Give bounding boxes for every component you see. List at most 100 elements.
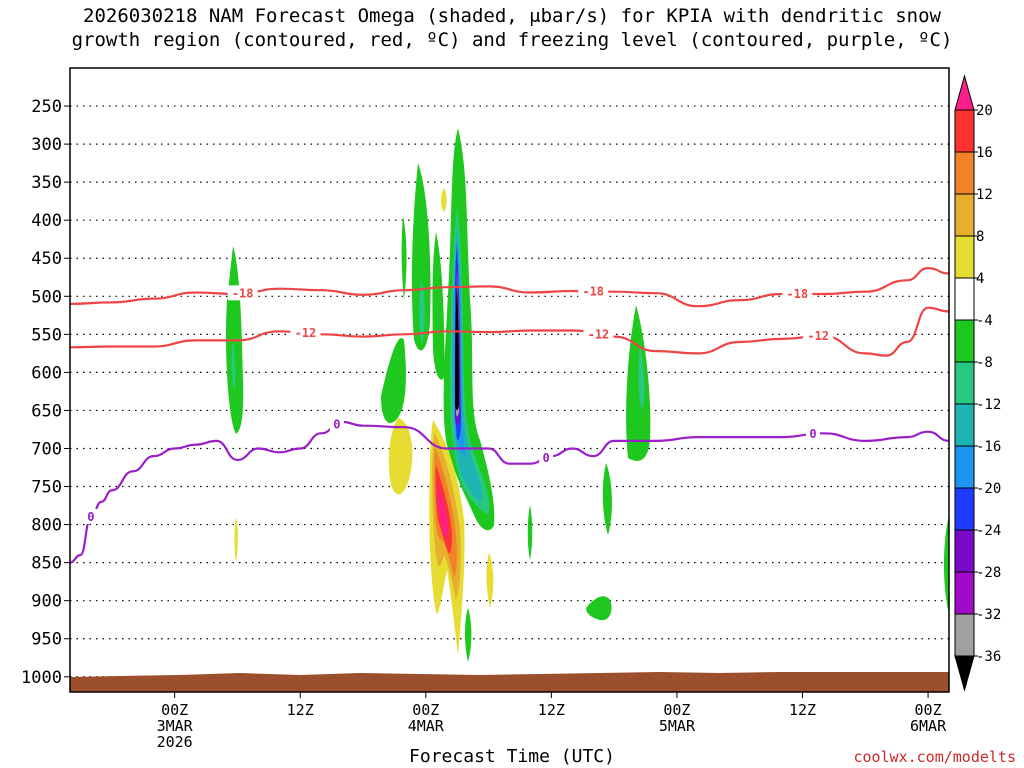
colorbar-segment (954, 613, 975, 657)
plot-border (69, 67, 950, 693)
colorbar-segment (954, 151, 975, 195)
omega-patch (432, 232, 445, 380)
contour-label: -12 (807, 329, 829, 343)
colorbar-segment (954, 319, 975, 363)
contour-label-bg (782, 286, 813, 302)
x-tick-label: 5MAR (659, 717, 696, 735)
omega-patch (638, 345, 645, 410)
colorbar-segment (954, 361, 975, 405)
omega-patch (411, 163, 431, 351)
y-tick-label: 950 (31, 630, 62, 650)
omega-patch (388, 418, 413, 495)
colorbar-segment (954, 529, 975, 573)
contour-label-bg (805, 426, 820, 442)
colorbar-bottom-arrow (954, 655, 975, 692)
contour-label: -18 (582, 284, 604, 298)
y-tick-label: 600 (31, 363, 62, 383)
x-tick-label: 3MAR (157, 717, 194, 735)
omega-patch (586, 596, 612, 621)
colorbar-tick-label: -24 (976, 523, 1001, 539)
omega-patch (527, 505, 533, 560)
contour-label: 0 (87, 510, 94, 524)
colorbar-segment (954, 193, 975, 237)
contour-label-bg (227, 285, 258, 301)
contour-label-bg (578, 283, 609, 299)
y-tick-label: 300 (31, 135, 62, 155)
omega-patch (234, 517, 238, 562)
contour-label-bg (329, 416, 344, 432)
contour-label: -18 (786, 287, 808, 301)
colorbar-tick-label: -8 (976, 355, 993, 371)
plot-area-frame (70, 68, 949, 692)
site-credit: coolwx.com/modelts (853, 748, 1016, 766)
y-tick-label: 250 (31, 97, 62, 117)
y-axis: 250 300 350 400 450 500 550 600 650 700 750 800 850 9… (21, 97, 70, 688)
colorbar-segment (954, 109, 975, 153)
omega-patch (626, 305, 651, 461)
x-tick-label: 12Z (287, 701, 314, 719)
contour-labels: -18 -18 -18 -12 -12 -12 0 0 0 0 (83, 283, 834, 524)
omega-patch (401, 216, 407, 300)
y-tick-label: 1000 (21, 668, 62, 688)
colorbar-tick-label: -28 (976, 565, 1001, 581)
omega-patch (486, 553, 494, 608)
y-tick-label: 900 (31, 592, 62, 612)
omega-shading (70, 128, 949, 692)
chart-title-line-2: growth region (contoured, red, ºC) and f… (71, 29, 953, 51)
colorbar-segment (954, 403, 975, 447)
colorbar-tick-label: -36 (976, 649, 1001, 665)
x-tick-label: 12Z (789, 701, 816, 719)
omega-patch (231, 340, 236, 390)
colorbar-segment (954, 487, 975, 531)
omega-patch (465, 608, 472, 662)
colorbar-segment (954, 571, 975, 615)
y-tick-label: 650 (31, 401, 62, 421)
y-tick-label: 750 (31, 478, 62, 498)
colorbar-tick-label: -20 (976, 481, 1001, 497)
colorbar-tick-label: -32 (976, 607, 1001, 623)
omega-patch (441, 188, 447, 212)
omega-patch (943, 515, 949, 610)
y-tick-label: 550 (31, 325, 62, 345)
colorbar-tick-label: 12 (976, 187, 993, 203)
x-tick-label: 00Z (161, 701, 188, 719)
y-tick-label: 350 (31, 173, 62, 193)
contour-label-bg (83, 508, 98, 524)
contour-label-bg (539, 450, 554, 465)
colorbar-tick-label: 20 (976, 103, 993, 119)
temperature-contours (70, 266, 949, 564)
contour-line (70, 420, 949, 564)
omega-patch (419, 280, 425, 345)
colorbar-top-arrow (954, 74, 975, 111)
y-tick-label: 700 (31, 439, 62, 459)
colorbar-tick-label: -12 (976, 397, 1001, 413)
chart-title: 2026030218 NAM Forecast Omega (shaded, μ… (0, 4, 1024, 52)
contour-label-bg (290, 325, 321, 341)
colorbar-segment (954, 445, 975, 489)
x-tick-label: 00Z (412, 701, 439, 719)
x-tick-label: 00Z (915, 701, 942, 719)
contour-label-bg (583, 326, 614, 342)
x-tick-label: 6MAR (910, 717, 947, 735)
y-tick-label: 450 (31, 249, 62, 269)
contour-label: -12 (588, 327, 610, 341)
chart-title-line-1: 2026030218 NAM Forecast Omega (shaded, μ… (83, 5, 941, 27)
colorbar-tick-label: 16 (976, 145, 993, 161)
contour-label: 0 (333, 418, 340, 432)
x-tick-label: 4MAR (408, 717, 445, 735)
x-tick-label: 00Z (663, 701, 690, 719)
y-tick-label: 500 (31, 287, 62, 307)
omega-patch (455, 282, 459, 411)
omega-patch (437, 480, 448, 538)
colorbar-segment (954, 277, 975, 321)
omega-patch (381, 338, 406, 423)
contour-label-bg (803, 328, 834, 344)
terrain-ground (70, 672, 949, 692)
colorbar-tick-label: -4 (976, 313, 993, 329)
contour-label: -18 (232, 286, 254, 300)
contour-label: 0 (809, 427, 816, 441)
contour-line (70, 266, 949, 308)
x-tick-label: 12Z (538, 701, 565, 719)
